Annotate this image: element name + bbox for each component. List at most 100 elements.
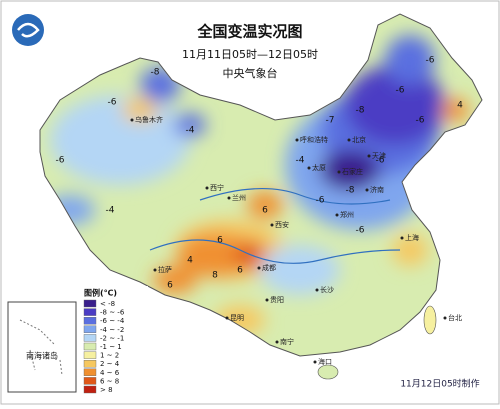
taiwan [423,305,437,335]
river [149,239,401,264]
anomaly-value: -6 [316,196,325,206]
city-label: 兰州 [232,193,246,202]
legend-label: 2 ~ 4 [100,360,120,368]
anomaly-value: -8 [346,186,355,196]
river [199,187,391,205]
city-dot [257,266,261,270]
legend-title: 图例(℃) [84,288,117,298]
city-dot [205,186,209,190]
anomaly-value: 6 [217,236,223,246]
legend-label: < -8 [100,300,115,308]
legend-swatch [83,385,97,394]
legend-swatch [83,308,97,316]
legend-swatch [83,368,97,376]
anomaly-value: -6 [356,226,365,236]
legend-swatch [83,377,97,385]
hainan [317,364,339,380]
city-dot [295,138,299,142]
legend-label: -8 ~ -6 [100,309,125,317]
city-label: 昆明 [230,314,244,322]
anomaly-value: -4 [186,126,195,136]
anomaly-value: -4 [106,206,115,216]
agency: 中央气象台 [223,66,278,80]
city-dot [315,288,319,292]
city-label: 成都 [262,263,276,272]
legend-swatch [83,360,97,368]
city-dot [227,196,231,200]
city-dot [443,316,447,320]
legend-label: -6 ~ -4 [100,317,125,325]
legend-swatch [83,334,97,342]
city-dot [270,223,274,227]
city-dot [335,213,339,217]
subtitle: 11月11日05时—12日05时 [182,48,318,61]
legend-swatch [83,325,97,333]
city-label: 拉萨 [158,265,172,274]
city-label: 石家庄 [342,167,363,176]
anomaly-value: -7 [326,116,335,126]
anomaly-value: -6 [426,56,435,66]
city-label: 西宁 [210,183,224,192]
city-label: 呼和浩特 [300,135,328,144]
legend-label: 1 ~ 2 [100,352,119,360]
legend-label: > 8 [100,386,113,394]
city-dot [365,188,369,192]
city-label: 济南 [370,185,384,194]
anomaly-value: -6 [376,156,385,166]
city-label: 北京 [352,135,366,144]
city-label: 海口 [318,357,332,366]
inset-box [7,301,77,393]
city-dot [347,138,351,142]
legend-label: 6 ~ 8 [100,377,119,385]
anomaly-value: 6 [167,281,173,291]
anomaly-value: -8 [356,106,365,116]
inset-islands [19,319,63,376]
anomaly-value: 4 [457,101,463,111]
city-label: 郑州 [340,211,354,219]
city-dot [313,360,317,364]
anomaly-value: 6 [237,266,243,276]
city-dot [337,170,341,174]
city-dot [153,268,157,272]
legend-swatch [83,351,97,359]
city-label: 西安 [275,220,289,229]
legend-swatch [83,342,97,351]
legend: 图例(℃) < -8-8 ~ -6-6 ~ -4-4 ~ -2-2 ~ -1-1… [78,286,148,396]
city-dot [225,316,229,320]
city-label: 上海 [405,233,419,242]
city-label: 太原 [312,163,326,172]
anomaly-value: -6 [108,98,117,108]
city-label: 天津 [372,152,386,160]
city-dot [130,118,134,122]
city-dot [275,340,279,344]
logo [12,14,44,46]
city-label: 乌鲁木齐 [135,115,163,124]
legend-label: -4 ~ -2 [100,326,124,334]
inset-label: 南海诸岛 [26,351,58,361]
title: 全国变温实况图 [196,23,302,41]
legend-swatch [83,299,97,308]
city-label: 南宁 [280,337,294,346]
legend-swatch [83,317,97,325]
anomaly-value: -6 [416,116,425,126]
anomaly-value: 6 [262,206,268,216]
city-dot [400,236,404,240]
city-label: 台北 [448,313,462,322]
legend-label: -1 ~ 1 [100,343,122,351]
anomaly-value: 8 [212,271,218,281]
logo-mark [17,22,40,38]
country-border [39,13,483,357]
legend-label: -2 ~ -1 [100,334,124,342]
city-label: 贵阳 [270,295,284,304]
anomaly-value: -8 [151,68,160,78]
city-dot [367,154,371,158]
city-dot [265,298,269,302]
anomaly-value: -6 [396,86,405,96]
anomaly-value: -6 [56,156,65,166]
anomaly-value: 4 [187,256,193,266]
legend-label: 4 ~ 6 [100,369,120,377]
city-label: 长沙 [320,285,334,294]
anomaly-value: -4 [296,156,305,166]
